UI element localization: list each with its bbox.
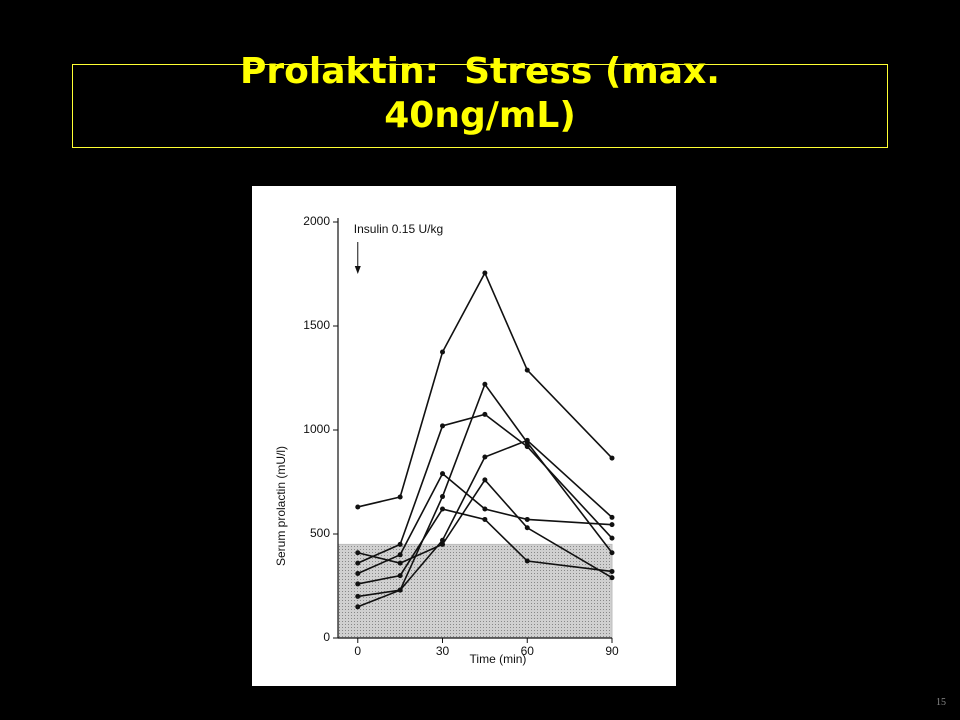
data-point [609,535,615,541]
data-point [609,522,615,528]
data-point [355,581,361,587]
data-point [482,381,488,387]
data-point [609,514,615,520]
annotation-arrowhead [354,266,361,274]
data-point [355,571,361,577]
reference-band [337,543,613,639]
series-line [357,413,613,564]
title-box [72,64,888,148]
data-point [609,575,615,581]
data-point [524,516,530,522]
data-point [524,525,530,531]
data-point [482,477,488,483]
data-point [355,504,361,510]
chart: Time (min) Serum prolactin (mU/l) 0 500 10… [252,186,676,686]
x-tick-label: 90 [605,644,619,658]
series-line [357,439,613,598]
data-point [524,444,530,450]
data-point [524,367,530,373]
data-point [482,454,488,460]
data-point [440,349,446,355]
data-point [524,437,530,443]
series-line [357,472,613,575]
data-point [397,573,403,579]
x-tick-label: 0 [354,644,361,658]
data-point [440,506,446,512]
data-point [440,541,446,547]
data-point [397,541,403,547]
data-point [355,593,361,599]
x-axis-label: Time (min) [470,652,527,666]
y-tick-label: 500 [310,526,330,540]
data-point [355,550,361,556]
data-point [397,494,403,500]
data-point [397,552,403,558]
y-tick-label: 0 [323,630,330,644]
series-line [357,508,613,585]
annotation: Insulin 0.15 U/kg [354,222,443,236]
data-point [355,560,361,566]
data-point [482,516,488,522]
data-point [524,558,530,564]
slide-number: 15 [936,697,946,708]
y-tick-label: 1000 [303,422,330,436]
data-point [609,455,615,461]
y-axis-label: Serum prolactin (mU/l) [274,446,288,566]
data-point [397,587,403,593]
data-point [440,423,446,429]
data-point [609,568,615,574]
data-point [482,506,488,512]
data-point [482,411,488,417]
series-line [357,478,613,579]
data-point [609,550,615,556]
series-line [357,271,613,508]
data-point [440,494,446,500]
data-point [355,604,361,610]
x-tick-label: 60 [521,644,535,658]
y-tick-label: 1500 [303,318,330,332]
slide-title: Prolaktin: Stress (max. 40ng/mL) [240,51,733,136]
data-point [397,560,403,566]
data-point [482,270,488,276]
data-point [440,471,446,477]
y-tick-label: 2000 [303,214,330,228]
x-tick-label: 30 [436,644,450,658]
